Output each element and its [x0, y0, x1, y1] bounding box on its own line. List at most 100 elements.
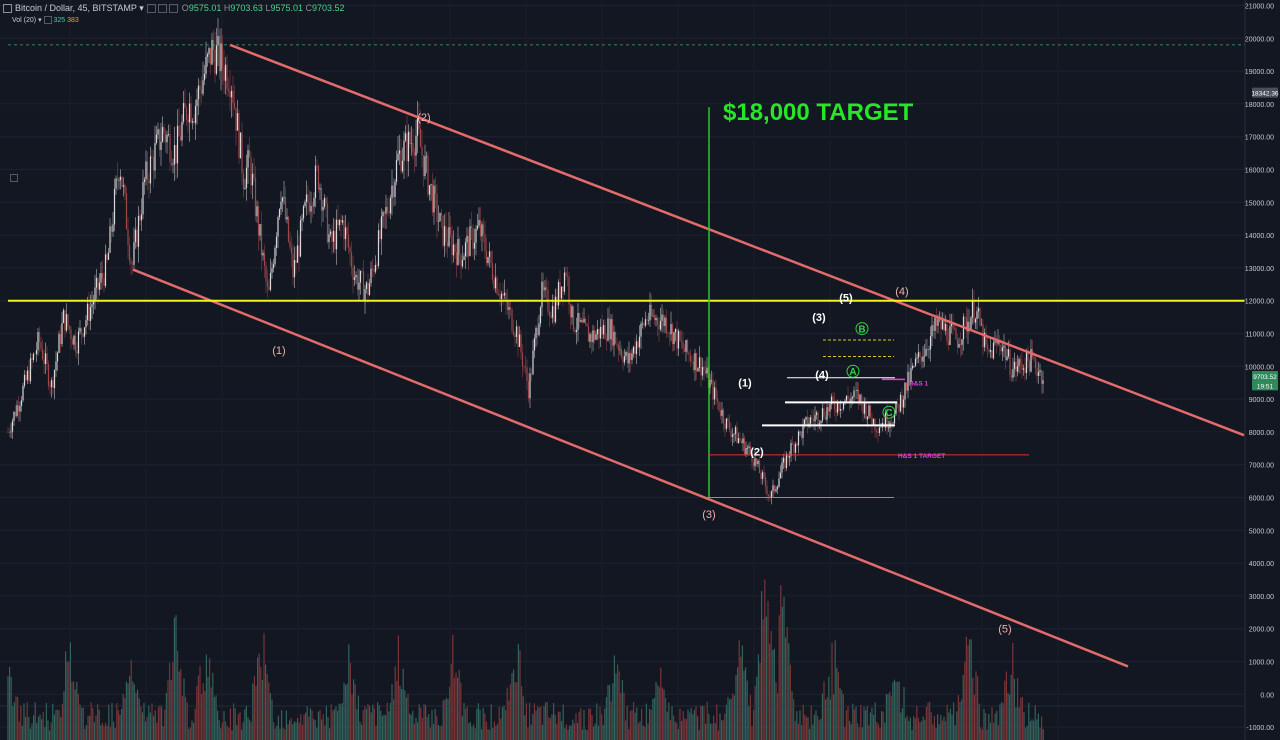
candle-body	[398, 150, 401, 154]
volume-bar	[365, 708, 367, 740]
volume-bar	[897, 681, 899, 740]
volume-bar	[204, 690, 206, 740]
candle-body	[407, 131, 410, 162]
candle-body	[899, 394, 902, 412]
symbol-header[interactable]: Bitcoin / Dollar, 45, BITSTAMP ▾ O9575.0…	[3, 3, 345, 14]
volume-bar	[396, 680, 398, 740]
volume-bar	[1039, 727, 1041, 740]
candle-body	[274, 247, 276, 265]
candle-body	[127, 229, 129, 246]
volume-bar	[700, 705, 702, 740]
volume-bar	[114, 727, 116, 740]
candle-body	[757, 460, 759, 465]
volume-bar	[389, 702, 391, 740]
volume-bar	[223, 711, 225, 740]
volume-bar	[25, 717, 27, 740]
price-axis[interactable]: -1000.00 0.00 1000.00 2000.00 3000.00 4000.00…	[1244, 0, 1279, 740]
volume-bar	[10, 676, 12, 740]
candle-body	[218, 35, 221, 72]
volume-bar	[265, 664, 267, 740]
wave-label-channel: (4)	[895, 286, 908, 298]
volume-bar	[418, 704, 420, 740]
close-icon[interactable]	[169, 4, 179, 14]
eye-icon[interactable]	[43, 16, 52, 25]
volume-bar	[269, 692, 271, 740]
candle-body	[245, 167, 248, 188]
volume-bar	[247, 717, 249, 740]
price-tag	[1252, 87, 1278, 98]
candle-body	[130, 260, 132, 264]
volume-bar	[898, 681, 900, 740]
candle-body	[95, 277, 98, 288]
volume-bar	[477, 703, 479, 740]
volume-bar	[951, 714, 953, 740]
candle-body	[848, 399, 851, 404]
candle-body	[928, 349, 930, 351]
volume-bar	[218, 720, 220, 740]
candle-body	[670, 324, 672, 335]
volume-bar	[601, 714, 603, 740]
candle-body	[799, 431, 801, 433]
volume-bar	[945, 721, 947, 740]
candle-body	[664, 317, 666, 327]
volume-bar	[821, 693, 823, 740]
volume-bar	[82, 707, 84, 740]
candle-body	[538, 323, 540, 336]
volume-bar	[111, 703, 113, 740]
candle-body	[526, 367, 528, 382]
candle-body	[142, 182, 144, 215]
candle-body	[187, 119, 189, 123]
collapse-box-icon[interactable]	[3, 4, 12, 14]
volume-bar	[85, 725, 87, 740]
volume-bar	[994, 713, 996, 740]
volume-bar	[589, 708, 591, 740]
y-tick-label: 7000.00	[1249, 463, 1274, 470]
volume-bar	[130, 659, 132, 740]
candle-body	[781, 462, 783, 473]
caret-down-icon[interactable]: ▾	[139, 3, 144, 13]
volume-ma-value: 383	[67, 17, 79, 24]
volume-bar	[31, 723, 33, 740]
volume-bar	[887, 694, 889, 740]
settings-icon[interactable]	[158, 4, 168, 14]
volume-bar	[973, 694, 975, 740]
candle-body	[904, 382, 906, 400]
volume-bar	[930, 712, 932, 740]
volume-bar	[308, 716, 310, 740]
channel-top-line	[229, 43, 1245, 437]
volume-bar	[239, 711, 241, 740]
volume-bar	[970, 639, 972, 740]
candle-body	[583, 318, 585, 323]
volume-bar	[289, 720, 291, 740]
volume-bar	[125, 681, 127, 740]
candle-body	[760, 473, 762, 479]
symbol-title[interactable]: Bitcoin / Dollar, 45, BITSTAMP	[15, 3, 137, 13]
caret-down-icon[interactable]: ▾	[38, 17, 42, 24]
candle-body	[679, 331, 681, 341]
y-tick-label: 10000.00	[1245, 364, 1274, 371]
volume-bar	[748, 706, 750, 740]
volume-bar	[847, 706, 849, 740]
candle-body	[797, 431, 800, 446]
candle-body	[725, 418, 728, 429]
eye-icon[interactable]	[147, 4, 157, 14]
candle-body	[745, 448, 747, 455]
volume-bar	[404, 690, 406, 740]
volume-header[interactable]: Vol (20) ▾ 325 383	[12, 16, 79, 25]
volume-bar	[882, 711, 884, 740]
volume-label[interactable]: Vol (20)	[12, 17, 37, 24]
candle-body	[850, 398, 852, 404]
volume-bar	[761, 591, 763, 740]
low-value: 9575.01	[270, 3, 303, 13]
candle-body	[608, 318, 611, 340]
candle-body	[611, 319, 614, 346]
collapse-panel-icon[interactable]	[10, 174, 18, 182]
candle-body	[182, 102, 185, 122]
volume-bar	[1023, 712, 1025, 740]
candle-body	[106, 254, 108, 260]
candle-body	[13, 411, 15, 421]
volume-bar	[209, 658, 211, 740]
candle-body	[869, 405, 872, 418]
candle-body	[727, 418, 729, 422]
